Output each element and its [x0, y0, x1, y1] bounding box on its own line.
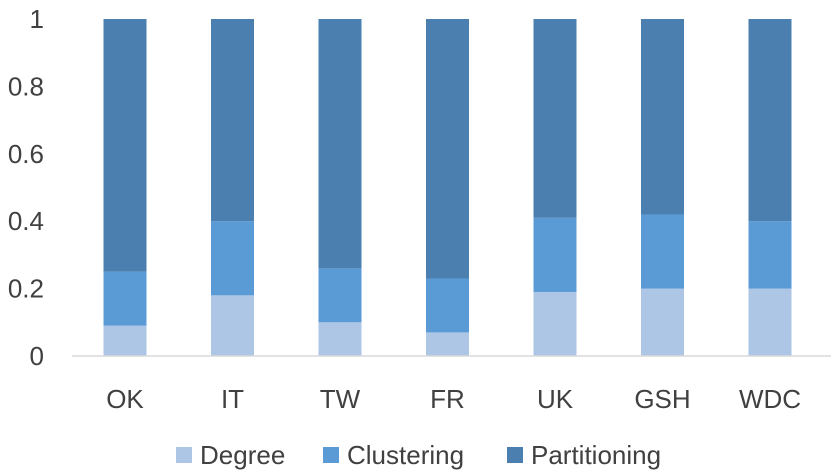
y-tick-label: 0.2	[8, 274, 44, 304]
bar-segment-clustering-tw	[318, 268, 362, 323]
bar-segment-clustering-wdc	[748, 221, 792, 289]
legend-swatch-partitioning	[507, 447, 523, 463]
legend: Degree Clustering Partitioning	[176, 440, 661, 470]
x-tick-label-gsh: GSH	[634, 384, 690, 414]
bar-segment-partitioning-fr	[426, 19, 469, 279]
bar-segment-degree-gsh	[641, 288, 684, 356]
y-tick-label: 0.6	[8, 139, 44, 169]
legend-swatch-clustering	[323, 447, 339, 463]
legend-label-degree: Degree	[200, 440, 285, 470]
bar-segment-clustering-ok	[103, 271, 147, 326]
bar-segment-partitioning-uk	[533, 19, 577, 218]
bar-segment-clustering-gsh	[641, 214, 684, 289]
x-tick-label-tw: TW	[320, 384, 361, 414]
bar-segment-degree-tw	[318, 322, 362, 356]
x-tick-label-fr: FR	[430, 384, 465, 414]
bar-segment-degree-fr	[426, 332, 469, 356]
x-tick-label-wdc: WDC	[739, 384, 801, 414]
bar-segment-degree-wdc	[748, 288, 792, 356]
bar-segment-partitioning-ok	[103, 19, 147, 272]
y-tick-label: 0.8	[8, 71, 44, 101]
bar-segment-clustering-it	[211, 221, 254, 296]
bar-segment-partitioning-wdc	[748, 19, 792, 222]
legend-swatch-degree	[176, 447, 192, 463]
legend-label-clustering: Clustering	[347, 440, 464, 470]
bar-segment-degree-it	[211, 295, 254, 356]
x-tick-label-ok: OK	[106, 384, 144, 414]
bar-segment-partitioning-gsh	[641, 19, 684, 215]
bar-segment-clustering-uk	[533, 217, 577, 292]
x-tick-label-uk: UK	[537, 384, 574, 414]
y-axis-tick-labels: 0 0.2 0.4 0.6 0.8 1	[8, 4, 44, 371]
bar-segment-degree-uk	[533, 291, 577, 356]
bar-segment-degree-ok	[103, 325, 147, 356]
y-tick-label: 0	[30, 341, 44, 371]
bar-segment-clustering-fr	[426, 278, 469, 333]
x-tick-label-it: IT	[221, 384, 244, 414]
bars	[103, 19, 792, 356]
x-axis-tick-labels: OK IT TW FR UK GSH WDC	[106, 384, 801, 414]
y-tick-label: 0.4	[8, 206, 44, 236]
bar-segment-partitioning-tw	[318, 19, 362, 269]
bar-segment-partitioning-it	[211, 19, 254, 222]
y-tick-label: 1	[30, 4, 44, 34]
legend-label-partitioning: Partitioning	[531, 440, 661, 470]
